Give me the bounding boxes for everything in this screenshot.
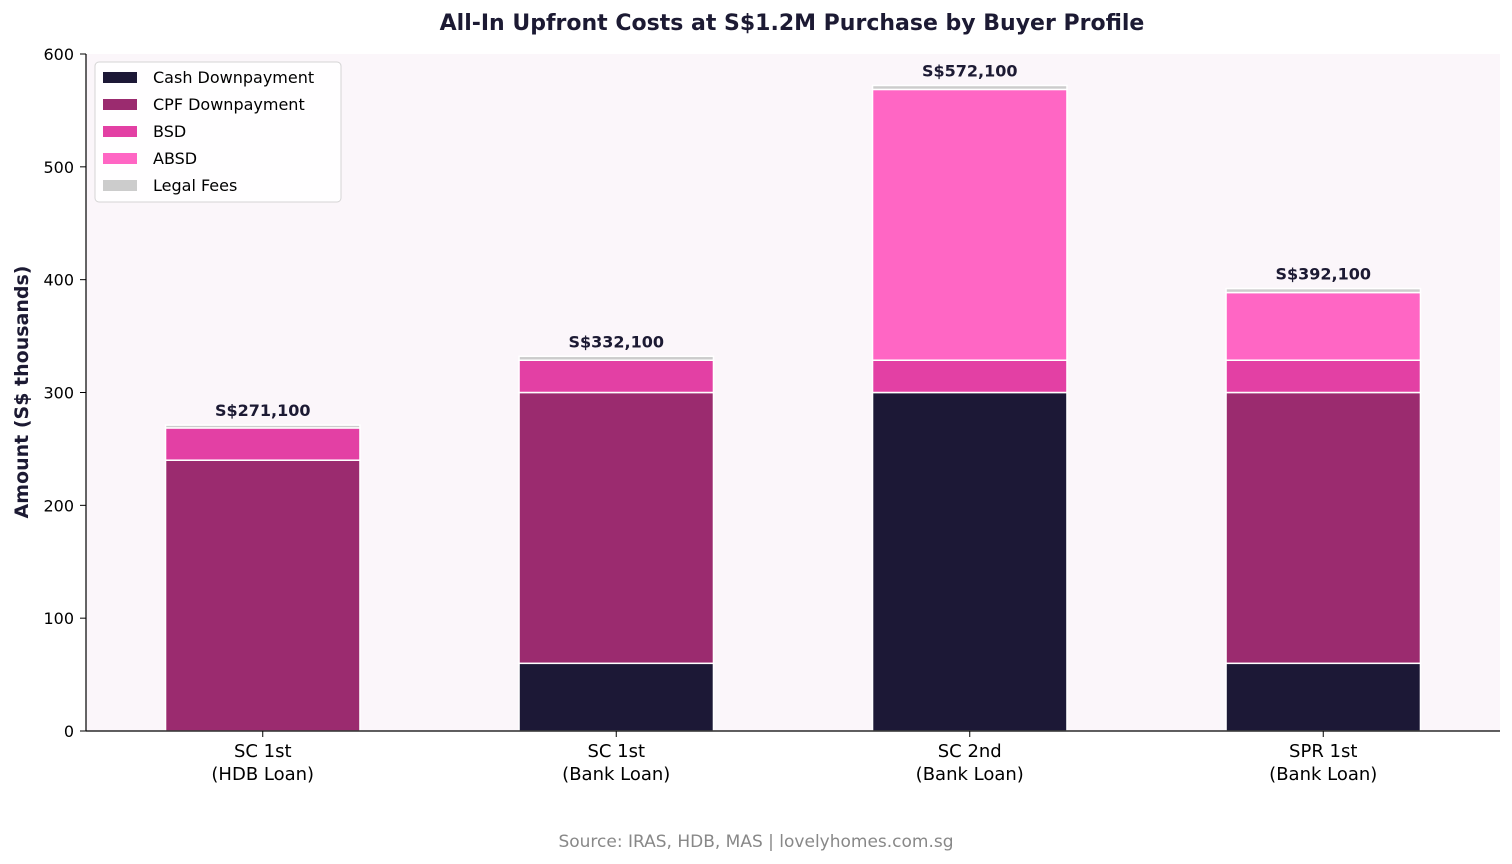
legend-label: Cash Downpayment bbox=[153, 68, 314, 87]
source-note: Source: IRAS, HDB, MAS | lovelyhomes.com… bbox=[558, 832, 953, 852]
legend-swatch bbox=[103, 153, 137, 164]
bar-segment bbox=[518, 662, 715, 732]
x-tick-label: SC 1st (Bank Loan) bbox=[562, 741, 670, 785]
bar-segment bbox=[1225, 291, 1422, 361]
legend-swatch bbox=[103, 180, 137, 191]
legend-swatch bbox=[103, 126, 137, 137]
bar-segment bbox=[518, 359, 715, 394]
x-tick-label: SPR 1st (Bank Loan) bbox=[1269, 741, 1377, 785]
bar-segment bbox=[1225, 662, 1422, 732]
y-tick-label: 0 bbox=[64, 722, 74, 741]
y-tick-label: 500 bbox=[43, 158, 74, 177]
bar-segment bbox=[871, 88, 1068, 361]
legend-label: Legal Fees bbox=[153, 176, 237, 195]
bar-segment bbox=[164, 459, 361, 732]
bar-segment bbox=[518, 391, 715, 665]
legend-label: BSD bbox=[153, 122, 186, 141]
legend-swatch bbox=[103, 72, 137, 83]
bar-segment bbox=[871, 84, 1068, 91]
legend-label: CPF Downpayment bbox=[153, 95, 305, 114]
bar-segment bbox=[871, 359, 1068, 394]
total-label: S$271,100 bbox=[215, 401, 311, 420]
bar-segment bbox=[1225, 287, 1422, 294]
bar-segment bbox=[518, 355, 715, 361]
y-axis-label: Amount (S$ thousands) bbox=[11, 266, 33, 519]
x-tick-label: SC 2nd (Bank Loan) bbox=[916, 741, 1024, 785]
y-tick-label: 600 bbox=[43, 45, 74, 64]
legend-swatch bbox=[103, 99, 137, 110]
bar-segment bbox=[164, 424, 361, 429]
y-tick-label: 400 bbox=[43, 271, 74, 290]
y-tick-label: 300 bbox=[43, 384, 74, 403]
bar-segment bbox=[1225, 391, 1422, 665]
legend-box bbox=[94, 61, 342, 203]
legend-label: ABSD bbox=[153, 149, 197, 168]
y-tick-label: 100 bbox=[43, 609, 74, 628]
bar-segment bbox=[871, 391, 1068, 732]
total-label: S$572,100 bbox=[922, 61, 1018, 80]
x-tick-label: SC 1st (HDB Loan) bbox=[211, 741, 314, 785]
bar-segment bbox=[1225, 359, 1422, 394]
total-label: S$332,100 bbox=[568, 332, 664, 351]
y-tick-label: 200 bbox=[43, 496, 74, 515]
total-label: S$392,100 bbox=[1275, 265, 1371, 284]
bar-segment bbox=[164, 427, 361, 461]
chart-title: All-In Upfront Costs at S$1.2M Purchase … bbox=[440, 11, 1145, 36]
